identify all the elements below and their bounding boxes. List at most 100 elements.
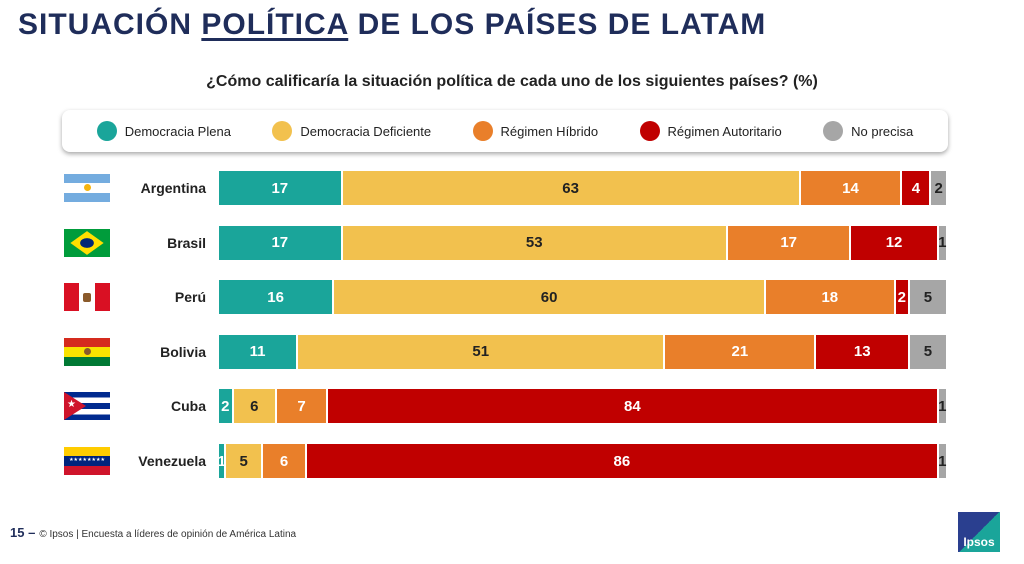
data-label: 63 — [562, 179, 579, 197]
flag-bolivia-icon — [64, 337, 110, 366]
data-label: 6 — [279, 452, 289, 470]
category-label: Argentina — [140, 180, 206, 196]
legend: Democracia Plena Democracia Deficiente Rég… — [62, 110, 948, 152]
chart-row: Argentina 17 63 14 4 2 — [0, 171, 1024, 205]
page-number: 15 – — [10, 525, 36, 540]
data-label: 7 — [297, 397, 306, 415]
stacked-bar: 17 63 14 4 2 — [219, 171, 946, 205]
bar-segment: 13 — [816, 334, 910, 369]
legend-swatch — [639, 121, 660, 141]
legend-swatch — [472, 121, 493, 141]
data-label: 2 — [934, 179, 943, 197]
bar-segment: 2 — [219, 389, 234, 424]
data-label: 1 — [938, 234, 947, 252]
chart-row: Brasil 17 53 17 12 1 — [0, 225, 1024, 260]
bar-segment: 2 — [895, 280, 910, 315]
bar-segment: 1 — [938, 225, 947, 260]
title-part: SITUACIÓN — [18, 8, 202, 41]
data-label: 13 — [853, 343, 871, 361]
data-label: 17 — [271, 179, 289, 197]
data-label: 86 — [613, 452, 631, 470]
flag-argentina-icon — [64, 174, 110, 202]
bar-segment: 17 — [727, 225, 852, 260]
data-label: 12 — [885, 234, 903, 252]
title-part: DE LOS PAÍSES DE LATAM — [348, 8, 767, 41]
legend-label: Régimen Híbrido — [500, 123, 599, 139]
legend-item: Democracia Plena — [96, 121, 231, 141]
logo-text: Ipsos — [963, 535, 995, 549]
data-label: 6 — [250, 397, 259, 415]
data-label: 60 — [540, 288, 558, 306]
data-label: 5 — [239, 452, 248, 470]
data-label: 17 — [780, 234, 797, 252]
chart-title: ¿Cómo calificaría la situación política … — [206, 73, 818, 90]
data-label: 4 — [911, 179, 921, 197]
legend-swatch — [272, 121, 293, 141]
data-label: 17 — [271, 234, 289, 252]
legend-label: Democracia Deficiente — [300, 123, 432, 139]
data-label: 1 — [217, 452, 226, 470]
data-label: 1 — [938, 452, 947, 470]
legend-label: Democracia Plena — [124, 123, 231, 139]
bar-segment: 84 — [328, 389, 939, 424]
chart-row: Bolivia 11 51 21 13 5 — [0, 334, 1024, 369]
flag-venezuela-icon: ★★★★★★★★ — [64, 447, 110, 475]
data-label: 84 — [624, 397, 641, 415]
category-label: Venezuela — [138, 453, 206, 469]
category-label: Brasil — [167, 234, 206, 251]
ipsos-logo: Ipsos — [958, 512, 1000, 552]
bar-segment: 1 — [938, 444, 947, 478]
legend-item: Régimen Autoritario — [639, 121, 782, 141]
legend-item: No precisa — [823, 121, 913, 141]
stacked-bar: 16 60 18 2 5 — [219, 280, 946, 315]
bar-segment: 5 — [226, 444, 264, 478]
bar-segment: 7 — [277, 389, 329, 424]
bar-segment: 1 — [938, 389, 947, 424]
bar-segment: 6 — [233, 389, 278, 424]
page-title: SITUACIÓN POLÍTICA DE LOS PAÍSES DE LATA… — [18, 8, 766, 42]
stacked-bar: 2 6 7 84 1 — [219, 389, 947, 424]
data-label: 5 — [923, 288, 933, 306]
legend-item: Democracia Deficiente — [272, 121, 431, 141]
stacked-bar: 1 5 6 86 1 — [217, 444, 947, 478]
data-label: 51 — [472, 343, 490, 361]
data-label: 18 — [821, 288, 839, 306]
bar-segment: 60 — [334, 280, 767, 315]
bar-segment: 11 — [219, 334, 299, 369]
legend-label: Régimen Autoritario — [667, 123, 782, 139]
bar-segment: 63 — [342, 171, 801, 205]
bar-segment: 4 — [902, 171, 932, 205]
legend-swatch — [96, 121, 117, 141]
chart-row: Perú 16 60 18 2 5 — [0, 280, 1024, 315]
stacked-bar: 17 53 17 12 1 — [219, 225, 947, 260]
data-label: 53 — [525, 234, 543, 252]
bar-segment: 51 — [298, 334, 666, 369]
chart-row: ★ Cuba 2 6 7 84 1 — [0, 389, 1024, 424]
data-label: 2 — [897, 288, 906, 306]
bar-segment: 17 — [219, 171, 343, 205]
footer: 15 – © Ipsos | Encuesta a líderes de opin… — [10, 525, 296, 540]
bar-segment: 1 — [217, 444, 227, 478]
flag-brazil-icon — [64, 228, 110, 257]
data-label: 14 — [842, 179, 859, 197]
category-label: Cuba — [171, 398, 206, 415]
bar-segment: 21 — [665, 334, 817, 369]
data-label: 1 — [938, 397, 947, 415]
category-label: Perú — [174, 289, 206, 306]
bar-segment: 86 — [307, 444, 939, 478]
bar-segment: 2 — [931, 171, 946, 205]
bar-segment: 17 — [219, 225, 343, 260]
bar-segment: 53 — [342, 225, 728, 260]
category-label: Bolivia — [160, 343, 206, 360]
legend-item: Régimen Híbrido — [472, 121, 599, 141]
bar-segment: 6 — [263, 444, 308, 478]
bar-segment: 12 — [851, 225, 939, 260]
legend-swatch — [823, 121, 844, 141]
stacked-bar: 11 51 21 13 5 — [219, 334, 946, 369]
data-label: 2 — [221, 397, 230, 415]
data-label: 16 — [267, 288, 284, 306]
legend-label: No precisa — [851, 123, 914, 139]
bar-segment: 5 — [909, 334, 946, 369]
data-label: 21 — [731, 343, 749, 361]
bar-segment: 16 — [219, 280, 335, 315]
